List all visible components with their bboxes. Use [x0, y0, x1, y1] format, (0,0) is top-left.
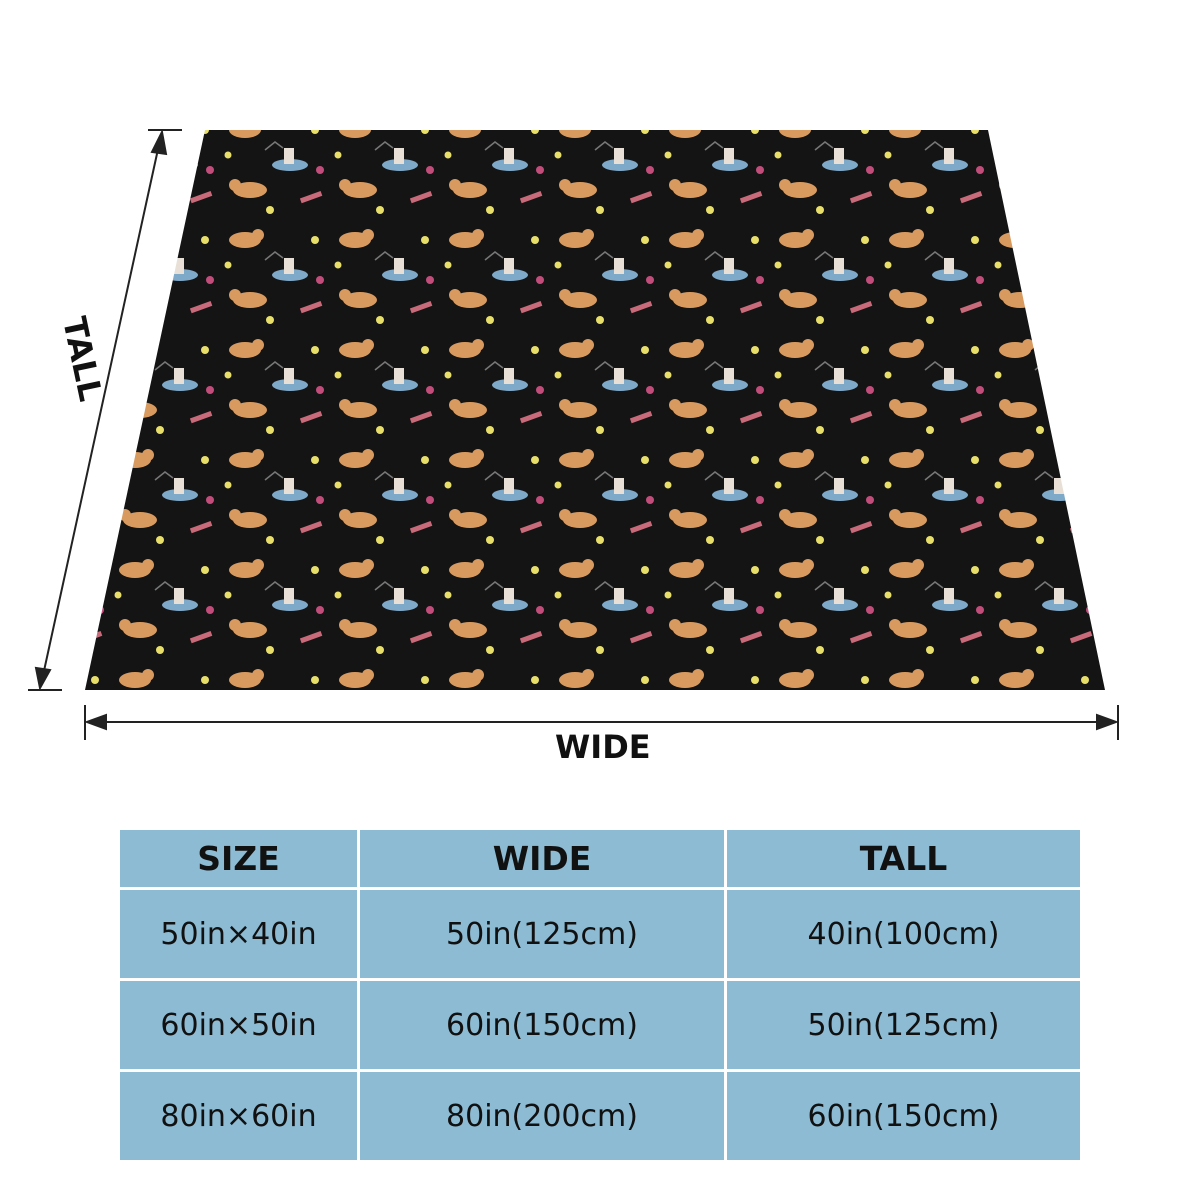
cell-wide: 80in(200cm) — [360, 1072, 724, 1160]
cell-tall: 60in(150cm) — [727, 1072, 1080, 1160]
wide-arrow — [84, 705, 1119, 740]
cell-wide: 50in(125cm) — [360, 890, 724, 978]
table-row: 80in×60in 80in(200cm) 60in(150cm) — [120, 1072, 1080, 1160]
header-size: SIZE — [120, 830, 357, 887]
table-row: 60in×50in 60in(150cm) 50in(125cm) — [120, 981, 1080, 1069]
cell-wide: 60in(150cm) — [360, 981, 724, 1069]
table-header-row: SIZE WIDE TALL — [120, 830, 1080, 887]
cell-tall: 40in(100cm) — [727, 890, 1080, 978]
header-tall: TALL — [727, 830, 1080, 887]
cell-size: 50in×40in — [120, 890, 357, 978]
cell-tall: 50in(125cm) — [727, 981, 1080, 1069]
tall-arrow — [28, 128, 182, 691]
table-row: 50in×40in 50in(125cm) 40in(100cm) — [120, 890, 1080, 978]
blanket-illustration — [28, 128, 1119, 740]
blanket — [85, 130, 1105, 690]
size-table: SIZE WIDE TALL 50in×40in 50in(125cm) 40i… — [117, 827, 1083, 1163]
cell-size: 80in×60in — [120, 1072, 357, 1160]
wide-label: WIDE — [555, 728, 651, 766]
header-wide: WIDE — [360, 830, 724, 887]
cell-size: 60in×50in — [120, 981, 357, 1069]
